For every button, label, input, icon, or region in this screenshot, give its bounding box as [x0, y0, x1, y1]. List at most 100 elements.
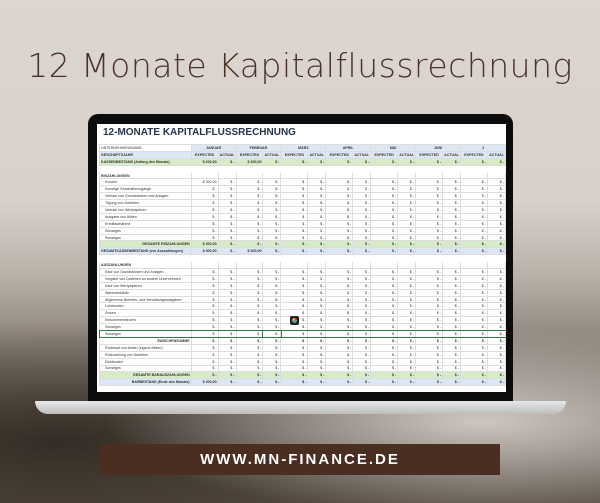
value-cell[interactable]: $ - — [370, 240, 399, 249]
value-cell[interactable]: $ - — [486, 240, 506, 249]
value-cell[interactable]: $ - — [190, 288, 219, 297]
value-cell[interactable]: $ - — [370, 357, 399, 366]
value-cell[interactable]: $ - — [486, 330, 506, 338]
empty-cell[interactable] — [442, 164, 461, 173]
value-cell[interactable]: $ - — [397, 323, 417, 332]
value-cell[interactable]: $ - — [262, 288, 282, 297]
value-cell[interactable]: $ 300,00 — [190, 378, 219, 387]
value-cell[interactable]: $ - — [217, 350, 237, 359]
empty-cell[interactable] — [262, 261, 282, 270]
value-cell[interactable]: $ - — [217, 302, 237, 311]
value-cell[interactable]: $ - — [442, 288, 461, 297]
value-cell[interactable]: $ - — [415, 178, 444, 187]
value-cell[interactable]: $ - — [415, 247, 444, 256]
value-cell[interactable]: $ - — [397, 343, 417, 352]
value-cell[interactable]: $ - — [190, 295, 219, 304]
value-cell[interactable]: $ - — [442, 212, 461, 221]
value-cell[interactable]: $ - — [415, 378, 444, 387]
value-cell[interactable]: $ - — [325, 364, 354, 373]
value-cell[interactable]: $ - — [442, 226, 461, 235]
value-cell[interactable]: $ - — [280, 274, 309, 283]
value-cell[interactable]: $ - — [217, 247, 237, 256]
value-cell[interactable]: $ - — [415, 219, 444, 228]
value-cell[interactable]: $ - — [325, 212, 354, 221]
value-cell[interactable]: $ - — [235, 343, 264, 352]
value-cell[interactable]: $ - — [459, 199, 488, 208]
empty-cell[interactable] — [280, 261, 309, 270]
value-cell[interactable]: $ - — [442, 316, 461, 325]
value-cell[interactable]: $ - — [217, 274, 237, 283]
value-cell[interactable]: $ - — [486, 323, 506, 332]
empty-cell[interactable] — [307, 171, 327, 180]
value-cell[interactable]: $ - — [442, 295, 461, 304]
value-cell[interactable]: $ - — [190, 233, 219, 242]
value-cell[interactable]: $ - — [415, 157, 444, 166]
value-cell[interactable]: $ - — [217, 178, 237, 187]
value-cell[interactable]: $ - — [190, 206, 219, 214]
empty-cell[interactable] — [325, 171, 354, 180]
empty-cell[interactable] — [352, 171, 372, 180]
value-cell[interactable]: $ - — [325, 288, 354, 297]
value-cell[interactable]: $ - — [370, 192, 399, 201]
value-cell[interactable]: $ - — [262, 199, 282, 208]
value-cell[interactable]: $ 300,00 — [190, 240, 219, 249]
value-cell[interactable]: $ - — [486, 364, 506, 373]
value-cell[interactable]: $ - — [459, 157, 488, 166]
empty-cell[interactable] — [307, 261, 327, 270]
value-cell[interactable]: $ - — [262, 192, 282, 201]
value-cell[interactable]: $ - — [217, 185, 237, 194]
value-cell[interactable]: $ - — [217, 330, 237, 338]
value-cell[interactable]: $ - — [397, 157, 417, 166]
value-cell[interactable]: $ - — [442, 247, 461, 256]
value-cell[interactable]: $ - — [325, 295, 354, 304]
value-cell[interactable]: $ - — [397, 268, 417, 276]
value-cell[interactable]: $ - — [442, 281, 461, 290]
value-cell[interactable]: $ - — [307, 295, 327, 304]
value-cell[interactable]: $ - — [352, 330, 372, 338]
value-cell[interactable]: $ - — [352, 343, 372, 352]
value-cell[interactable]: $ - — [235, 309, 264, 318]
value-cell[interactable]: $ - — [397, 206, 417, 214]
value-cell[interactable]: $ - — [190, 350, 219, 359]
value-cell[interactable]: $ - — [370, 178, 399, 187]
value-cell[interactable]: $ - — [415, 336, 444, 345]
value-cell[interactable]: $ - — [217, 316, 237, 325]
value-cell[interactable]: $ - — [397, 212, 417, 221]
value-cell[interactable]: $ - — [262, 185, 282, 194]
value-cell[interactable]: $ - — [352, 336, 372, 345]
value-cell[interactable]: $ - — [370, 364, 399, 373]
value-cell[interactable]: $ - — [459, 219, 488, 228]
value-cell[interactable]: $ - — [352, 219, 372, 228]
value-cell[interactable]: $ - — [235, 240, 264, 249]
value-cell[interactable]: $ - — [442, 233, 461, 242]
value-cell[interactable]: $ - — [370, 309, 399, 318]
value-cell[interactable]: $ - — [325, 330, 354, 338]
value-cell[interactable]: $ - — [459, 323, 488, 332]
value-cell[interactable]: $ - — [397, 336, 417, 345]
value-cell[interactable]: $ - — [415, 240, 444, 249]
empty-cell[interactable] — [352, 254, 372, 263]
value-cell[interactable]: $ - — [262, 378, 282, 387]
empty-cell[interactable] — [397, 254, 417, 263]
value-cell[interactable]: $ - — [262, 281, 282, 290]
empty-cell[interactable] — [486, 164, 506, 173]
empty-cell[interactable] — [217, 164, 237, 173]
empty-cell[interactable] — [397, 171, 417, 180]
empty-cell[interactable] — [325, 261, 354, 270]
value-cell[interactable]: $ - — [307, 350, 327, 359]
value-cell[interactable]: $ - — [307, 288, 327, 297]
value-cell[interactable]: $ - — [442, 157, 461, 166]
value-cell[interactable]: $ - — [190, 268, 219, 276]
value-cell[interactable]: $ - — [190, 192, 219, 201]
value-cell[interactable]: $ - — [352, 268, 372, 276]
value-cell[interactable]: $ - — [307, 178, 327, 187]
value-cell[interactable]: $ - — [280, 371, 309, 380]
value-cell[interactable]: $ - — [190, 364, 219, 373]
value-cell[interactable]: $ - — [235, 288, 264, 297]
value-cell[interactable]: $ - — [486, 274, 506, 283]
value-cell[interactable]: $ - — [235, 281, 264, 290]
value-cell[interactable]: $ - — [262, 206, 282, 214]
value-cell[interactable]: $ - — [442, 364, 461, 373]
value-cell[interactable]: $ - — [190, 309, 219, 318]
value-cell[interactable]: $ - — [352, 199, 372, 208]
